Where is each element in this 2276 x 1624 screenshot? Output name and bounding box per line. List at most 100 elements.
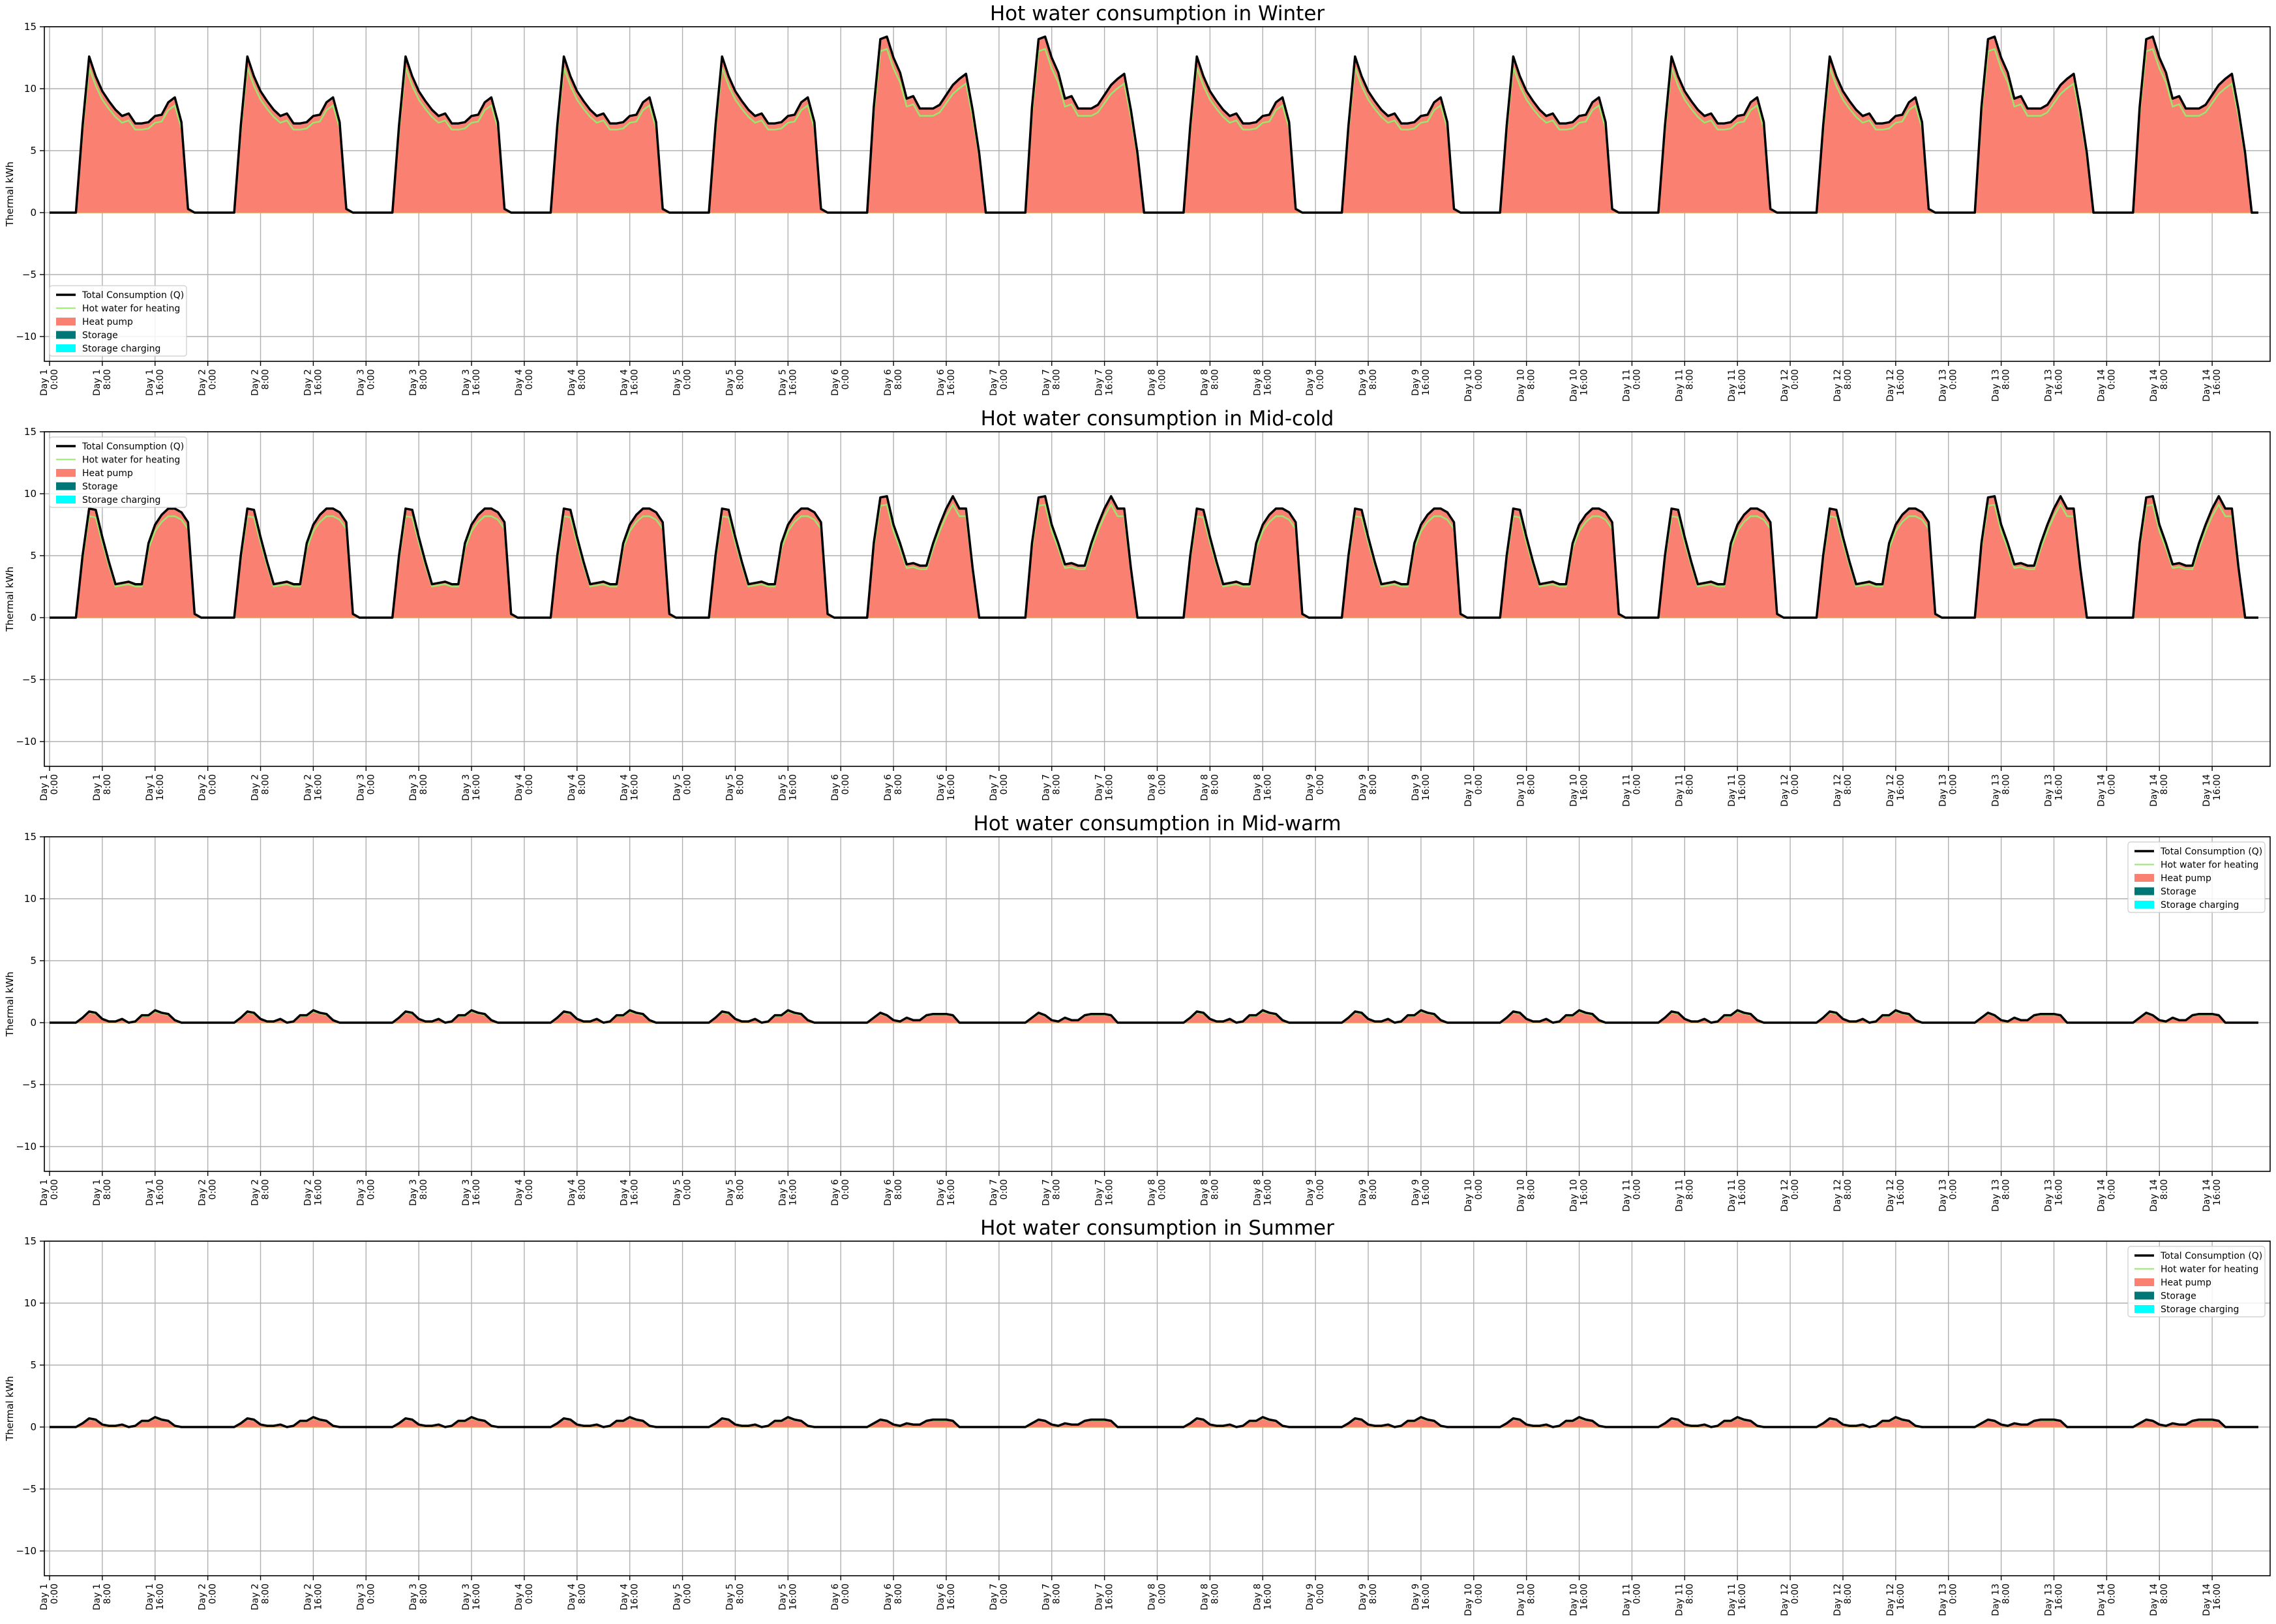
x-tick-label-time: 0:00 <box>366 1584 376 1604</box>
y-tick-label: −10 <box>16 1141 37 1152</box>
x-tick-label-time: 0:00 <box>2106 1179 2117 1199</box>
x-tick-label: Day 13 8:00 <box>1991 1179 2012 1212</box>
legend-label: Heat pump <box>2161 1278 2211 1288</box>
x-tick-label-day: Day 9 <box>1358 774 1368 801</box>
x-tick-label-day: Day 4 <box>620 1584 630 1610</box>
x-tick-label-time: 0:00 <box>1158 774 1168 794</box>
y-tick-label: 0 <box>30 612 37 624</box>
x-tick-label: Day 4 16:00 <box>620 1584 640 1610</box>
x-tick-label: Day 6 0:00 <box>830 1179 851 1206</box>
x-tick-label: Day 9 16:00 <box>1411 1584 1431 1610</box>
legend-item-storage-charging: Storage charging <box>56 344 160 354</box>
x-tick-label-time: 16:00 <box>1737 774 1748 800</box>
x-axis: Day 1 0:00 Day 1 8:00 Day 1 16:00 Day 2 0:00 Day… <box>39 361 2223 402</box>
x-tick-label: Day 4 16:00 <box>620 369 640 396</box>
x-tick-label-time: 8:00 <box>1843 1584 1853 1604</box>
x-tick-label-time: 16:00 <box>1421 774 1431 800</box>
legend-label: Storage <box>2161 887 2196 897</box>
x-tick-label-time: 16:00 <box>2212 369 2223 395</box>
x-tick-label-day: Day 4 <box>514 1584 524 1610</box>
x-tick-label: Day 14 0:00 <box>2096 369 2117 402</box>
legend-item-heat-pump: Heat pump <box>2134 873 2211 884</box>
x-tick-label-day: Day 10 <box>1569 1584 1580 1616</box>
legend-item-storage: Storage <box>56 331 118 341</box>
x-tick-label: Day 6 16:00 <box>936 1584 957 1610</box>
x-tick-label-time: 16:00 <box>2054 369 2064 395</box>
x-tick-label: Day 13 16:00 <box>2043 774 2064 807</box>
x-tick-label-time: 8:00 <box>261 369 271 389</box>
x-tick-label-day: Day 9 <box>1411 774 1421 801</box>
y-tick-label: −10 <box>16 331 37 342</box>
x-tick-label: Day 9 0:00 <box>1305 774 1326 801</box>
x-tick-label-day: Day 6 <box>830 774 841 801</box>
x-tick-label: Day 7 0:00 <box>989 369 1010 396</box>
x-tick-label-time: 16:00 <box>1580 369 1590 395</box>
x-tick-label-time: 0:00 <box>1949 774 1959 794</box>
x-tick-label-day: Day 14 <box>2096 1179 2106 1212</box>
x-tick-label-day: Day 4 <box>514 774 524 801</box>
x-tick-label-time: 16:00 <box>155 369 166 395</box>
x-tick-label: Day 2 8:00 <box>250 1179 271 1206</box>
legend-label: Storage charging <box>2161 1304 2239 1315</box>
x-tick-label-day: Day 3 <box>408 369 419 396</box>
x-tick-label-day: Day 13 <box>1938 1179 1949 1212</box>
y-tick-label: −5 <box>22 269 37 280</box>
chart-panel-2: Hot water consumption in Mid-cold 15 10 5 0 −… <box>4 407 2271 807</box>
x-tick-label: Day 14 8:00 <box>2149 369 2170 402</box>
legend-item-total: Total Consumption (Q) <box>2134 847 2262 857</box>
x-tick-label: Day 12 8:00 <box>1833 1179 1853 1212</box>
x-tick-label: Day 3 0:00 <box>355 369 376 396</box>
x-tick-label: Day 14 16:00 <box>2202 369 2223 402</box>
y-tick-label: 15 <box>24 21 37 33</box>
x-tick-label-time: 0:00 <box>366 369 376 389</box>
x-tick-label: Day 5 0:00 <box>672 1179 693 1206</box>
y-tick-label: 10 <box>24 893 37 905</box>
x-tick-label: Day 3 8:00 <box>408 1179 429 1206</box>
x-tick-label-day: Day 2 <box>198 1179 208 1206</box>
x-tick-label-day: Day 11 <box>1727 1179 1737 1212</box>
x-tick-label: Day 2 8:00 <box>250 1584 271 1610</box>
x-tick-label-time: 16:00 <box>1896 1179 1906 1205</box>
x-tick-label-time: 8:00 <box>1843 774 1853 794</box>
x-tick-label-time: 16:00 <box>313 774 323 800</box>
x-tick-label-time: 8:00 <box>419 1179 429 1199</box>
x-tick-label: Day 2 16:00 <box>303 1179 323 1206</box>
x-tick-label-time: 0:00 <box>208 774 218 794</box>
x-tick-label-time: 16:00 <box>1105 1584 1115 1610</box>
x-tick-label-day: Day 1 <box>92 1179 102 1206</box>
legend-item-hot-water: Hot water for heating <box>56 304 180 314</box>
x-tick-label-day: Day 3 <box>355 774 366 801</box>
x-tick-label-time: 16:00 <box>630 1584 640 1610</box>
x-tick-label-time: 16:00 <box>1263 1179 1273 1205</box>
x-tick-label: Day 9 16:00 <box>1411 1179 1431 1206</box>
x-tick-label-time: 0:00 <box>2106 369 2117 389</box>
y-tick-label: 5 <box>30 145 37 157</box>
x-tick-label: Day 2 0:00 <box>198 774 218 801</box>
x-tick-label: Day 7 16:00 <box>1094 1584 1115 1610</box>
total-consumption-line <box>50 1416 2258 1428</box>
x-tick-label-day: Day 1 <box>39 1179 50 1206</box>
x-tick-label-time: 0:00 <box>1790 1179 1801 1199</box>
x-tick-label: Day 2 16:00 <box>303 369 323 396</box>
x-tick-label-time: 8:00 <box>2001 1584 2012 1604</box>
x-tick-label-day: Day 10 <box>1516 1584 1527 1616</box>
x-tick-label: Day 5 0:00 <box>672 774 693 801</box>
chart-title: Hot water consumption in Summer <box>980 1216 1334 1240</box>
x-tick-label-time: 16:00 <box>1580 1584 1590 1610</box>
legend-item-heat-pump: Heat pump <box>56 317 133 327</box>
legend-item-heat-pump: Heat pump <box>2134 1278 2211 1288</box>
x-tick-label-day: Day 8 <box>1147 1179 1158 1206</box>
legend-item-hot-water: Hot water for heating <box>56 455 180 466</box>
x-tick-label-time: 0:00 <box>1632 369 1642 389</box>
x-tick-label-day: Day 12 <box>1833 1584 1843 1616</box>
x-tick-label-day: Day 14 <box>2149 1584 2159 1616</box>
chart-title: Hot water consumption in Mid-warm <box>973 812 1341 835</box>
x-tick-label-day: Day 10 <box>1569 369 1580 402</box>
x-tick-label-time: 0:00 <box>208 1584 218 1604</box>
x-tick-label-time: 16:00 <box>946 369 957 395</box>
x-tick-label-day: Day 9 <box>1358 1584 1368 1610</box>
legend-label: Storage <box>2161 1291 2196 1302</box>
x-tick-label: Day 12 16:00 <box>1885 1179 1906 1212</box>
x-tick-label: Day 11 8:00 <box>1674 369 1695 402</box>
